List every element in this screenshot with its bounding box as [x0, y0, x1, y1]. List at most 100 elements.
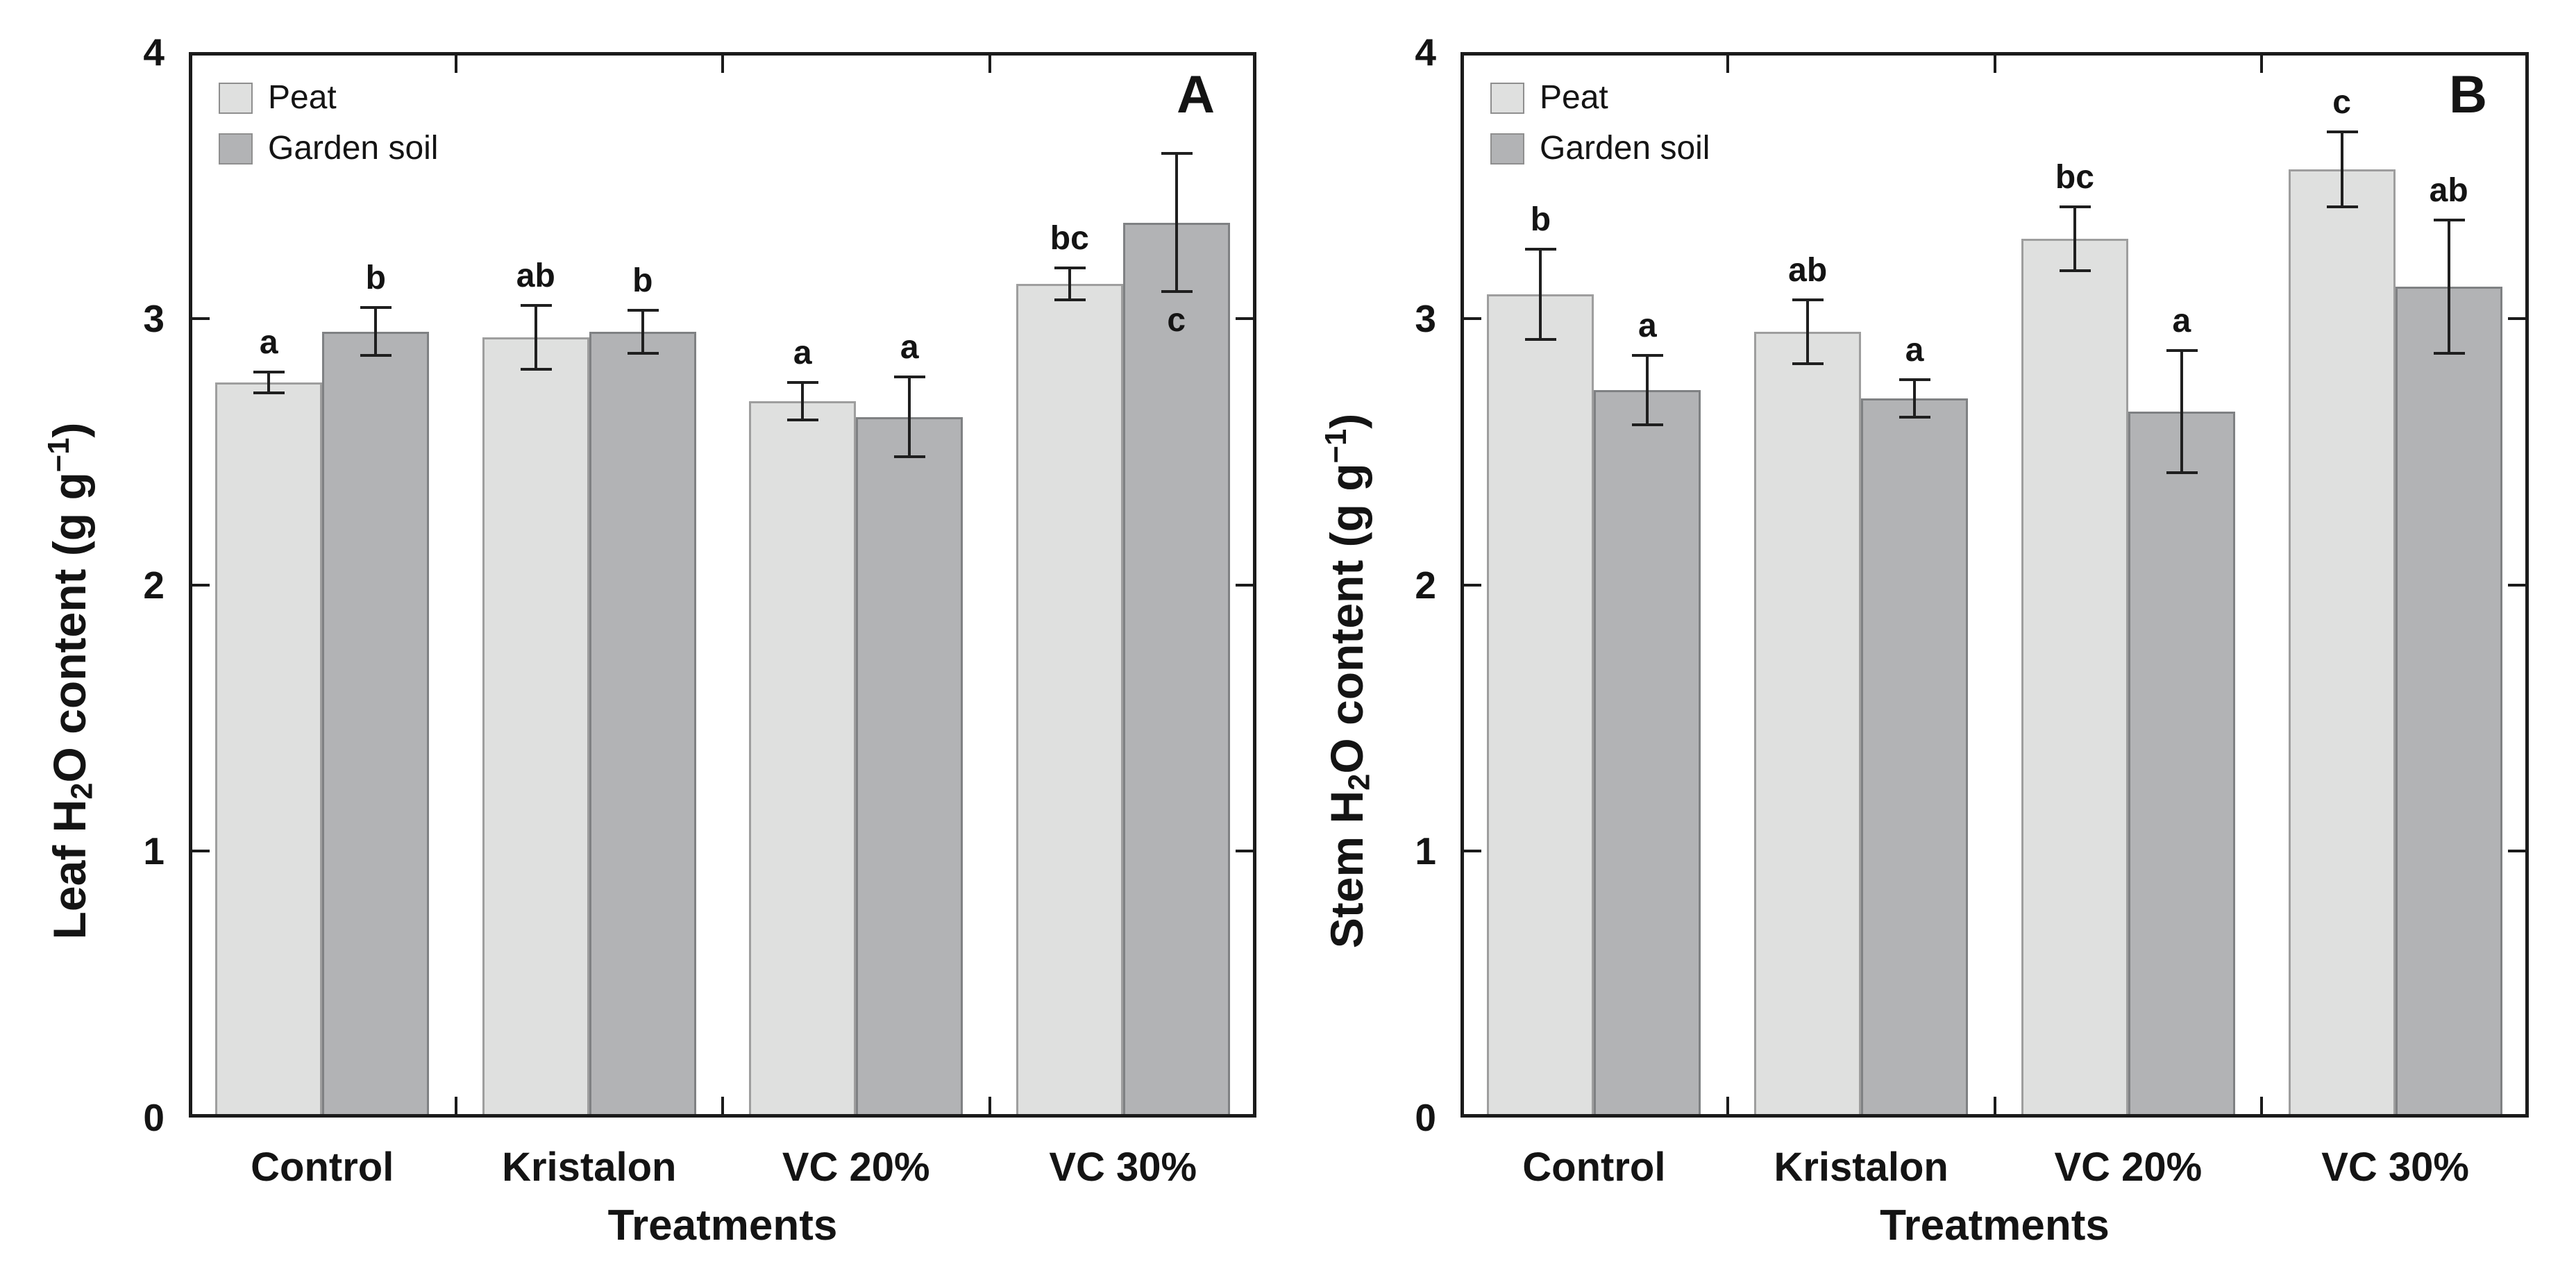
- bar-garden-soil-kristalon: [1861, 398, 1969, 1118]
- bar-peat-control: [1487, 294, 1594, 1118]
- error-bar-peat-kristalon: [1806, 299, 1810, 364]
- x-category-label-control: Control: [1522, 1145, 1666, 1190]
- x-tick-top-3: [988, 52, 991, 73]
- error-cap-bottom-peat-control: [1525, 338, 1557, 342]
- error-bar-peat-vc-30: [1068, 267, 1071, 300]
- sig-letter-garden-soil-vc-20: a: [900, 329, 919, 366]
- error-cap-bottom-garden-soil-vc-30: [2433, 351, 2465, 355]
- error-bar-garden-soil-vc-30: [1175, 153, 1178, 292]
- legend-row-garden-soil: Garden soil: [1490, 130, 1710, 167]
- x-tick-top-1: [454, 52, 457, 73]
- legend-swatch-garden-soil: [219, 133, 253, 165]
- y-tick-right-2: [2508, 583, 2529, 587]
- y-axis-title-sup: −1: [1320, 428, 1353, 464]
- y-tick-left-2: [189, 583, 210, 587]
- error-cap-bottom-garden-soil-vc-30: [1161, 290, 1193, 294]
- error-cap-bottom-peat-kristalon: [1792, 362, 1824, 365]
- error-bar-peat-vc-20: [801, 382, 805, 420]
- plot-box: [1460, 52, 2529, 1118]
- error-cap-bottom-peat-vc-20: [2059, 269, 2091, 272]
- error-cap-bottom-garden-soil-kristalon: [1899, 415, 1931, 419]
- error-cap-top-peat-vc-30: [2326, 130, 2358, 134]
- x-tick-bottom-3: [2260, 1097, 2264, 1118]
- x-category-label-kristalon: Kristalon: [1774, 1145, 1948, 1190]
- error-cap-bottom-garden-soil-vc-20: [894, 455, 926, 459]
- error-bar-peat-control: [267, 371, 271, 394]
- y-tick-label-0: 0: [1415, 1096, 1436, 1139]
- error-bar-garden-soil-kristalon: [1913, 380, 1917, 417]
- error-bar-peat-vc-30: [2340, 132, 2343, 207]
- bar-peat-control: [215, 382, 323, 1118]
- y-axis-title-sub: 2: [65, 782, 99, 800]
- error-cap-top-peat-control: [1525, 247, 1557, 251]
- bar-garden-soil-vc-30: [2395, 286, 2502, 1118]
- error-bar-garden-soil-kristalon: [641, 310, 644, 353]
- x-tick-bottom-3: [988, 1097, 991, 1118]
- error-cap-top-garden-soil-control: [1632, 354, 1664, 357]
- plot-box: [189, 52, 1256, 1118]
- legend-swatch-garden-soil: [1490, 133, 1524, 165]
- x-tick-bottom-1: [1726, 1097, 1729, 1118]
- bar-peat-vc-20: [2021, 238, 2128, 1118]
- legend-swatch-peat: [219, 82, 253, 114]
- sig-letter-peat-control: b: [1530, 201, 1551, 238]
- error-cap-top-peat-vc-20: [2059, 205, 2091, 208]
- x-category-label-vc-20: VC 20%: [2054, 1145, 2203, 1190]
- y-tick-left-3: [189, 317, 210, 320]
- x-axis-title: Treatments: [607, 1202, 838, 1249]
- y-axis-title-sub: 2: [1342, 773, 1377, 791]
- error-cap-bottom-garden-soil-control: [1632, 423, 1664, 427]
- sig-letter-peat-vc-30: c: [2332, 84, 2351, 121]
- sig-letter-garden-soil-kristalon: b: [632, 262, 653, 300]
- y-tick-label-1: 1: [143, 829, 165, 873]
- legend-label-garden-soil: Garden soil: [268, 129, 439, 167]
- sig-letter-garden-soil-control: a: [1638, 307, 1657, 345]
- y-axis-title-post: ): [43, 422, 95, 438]
- error-cap-top-garden-soil-vc-30: [1161, 151, 1193, 155]
- panel-letter-b: B: [2449, 65, 2487, 124]
- legend-row-peat: Peat: [219, 79, 438, 117]
- legend-label-garden-soil: Garden soil: [1540, 129, 1710, 167]
- sig-letter-peat-kristalon: ab: [516, 257, 555, 294]
- x-category-label-vc-20: VC 20%: [782, 1145, 930, 1190]
- bar-garden-soil-kristalon: [589, 331, 696, 1118]
- x-category-label-control: Control: [251, 1145, 394, 1190]
- legend-row-peat: Peat: [1490, 79, 1710, 117]
- x-tick-top-3: [2260, 52, 2264, 73]
- y-tick-label-3: 3: [143, 296, 165, 340]
- y-tick-label-3: 3: [1415, 296, 1436, 340]
- legend-row-garden-soil: Garden soil: [219, 130, 438, 167]
- error-bar-peat-vc-20: [2073, 206, 2076, 271]
- y-axis-title-post: ): [1320, 413, 1372, 429]
- sig-letter-peat-control: a: [259, 323, 278, 361]
- y-tick-label-1: 1: [1415, 829, 1436, 873]
- sig-letter-peat-vc-30: bc: [1050, 219, 1089, 257]
- bar-peat-vc-30: [1016, 283, 1123, 1118]
- error-cap-top-garden-soil-vc-20: [894, 376, 926, 379]
- y-axis-title-mid: O content (g g: [1320, 463, 1372, 774]
- legend: Peat Garden soil: [1490, 79, 1710, 181]
- y-tick-left-1: [1460, 850, 1481, 853]
- legend-label-peat: Peat: [268, 79, 337, 116]
- sig-letter-garden-soil-vc-30: c: [1167, 302, 1186, 339]
- error-cap-top-garden-soil-kristalon: [627, 309, 659, 312]
- sig-letter-garden-soil-vc-20: a: [2172, 302, 2191, 339]
- bar-garden-soil-vc-30: [1122, 222, 1230, 1118]
- x-tick-bottom-1: [454, 1097, 457, 1118]
- y-tick-right-3: [1236, 317, 1256, 320]
- error-cap-top-peat-kristalon: [520, 303, 552, 307]
- error-cap-bottom-peat-control: [253, 391, 285, 395]
- legend-swatch-peat: [1490, 82, 1524, 114]
- error-cap-top-peat-vc-30: [1054, 266, 1086, 269]
- y-tick-left-2: [1460, 583, 1481, 587]
- y-tick-right-1: [2508, 850, 2529, 853]
- bar-garden-soil-vc-20: [856, 416, 963, 1118]
- error-bar-garden-soil-control: [374, 307, 378, 356]
- y-axis-title-sup: −1: [42, 437, 76, 472]
- error-cap-bottom-peat-kristalon: [520, 367, 552, 371]
- error-cap-bottom-peat-vc-20: [787, 418, 819, 421]
- bar-garden-soil-control: [322, 331, 430, 1118]
- y-tick-label-0: 0: [143, 1096, 165, 1139]
- x-tick-top-2: [721, 52, 724, 73]
- x-tick-top-1: [1726, 52, 1729, 73]
